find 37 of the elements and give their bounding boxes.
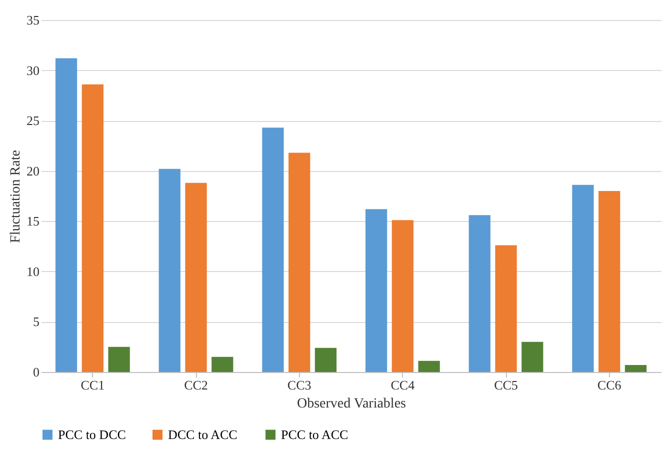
y-tick-label: 15 [26, 214, 40, 229]
bar [55, 58, 78, 372]
legend-label: DCC to ACC [168, 426, 238, 442]
x-tick-label: CC2 [184, 378, 208, 392]
y-tick-label: 20 [26, 163, 40, 178]
bar [288, 152, 310, 372]
bar [262, 128, 284, 372]
x-tick-label: CC5 [494, 378, 518, 392]
bar [624, 364, 647, 372]
x-tick-label: CC3 [287, 378, 312, 392]
x-axis-title: Observed Variables [297, 396, 406, 412]
legend-label: PCC to ACC [281, 426, 348, 442]
bar [598, 190, 620, 372]
bar [185, 182, 207, 372]
bar [108, 346, 130, 372]
bar [365, 209, 388, 372]
y-axis-title: Fluctuation Rate [8, 150, 24, 243]
bar [82, 84, 104, 372]
y-tick-label: 25 [26, 113, 40, 128]
bar [392, 220, 414, 372]
bar [522, 342, 544, 372]
y-tick-label: 30 [26, 62, 40, 78]
x-tick-label: CC4 [390, 378, 416, 392]
legend-label: PCC to DCC [58, 426, 126, 442]
x-tick-label: CC6 [597, 378, 622, 392]
bar [572, 184, 594, 372]
bar [314, 348, 337, 372]
y-tick-label: 5 [33, 314, 40, 330]
bar [158, 168, 180, 372]
x-tick-label: CC1 [80, 378, 105, 392]
bar [495, 245, 517, 372]
bar [418, 360, 440, 372]
y-tick-label: 0 [33, 364, 40, 380]
y-tick-label: 35 [26, 12, 40, 28]
bar [212, 356, 234, 372]
bar [468, 215, 490, 372]
y-tick-label: 10 [26, 264, 40, 279]
